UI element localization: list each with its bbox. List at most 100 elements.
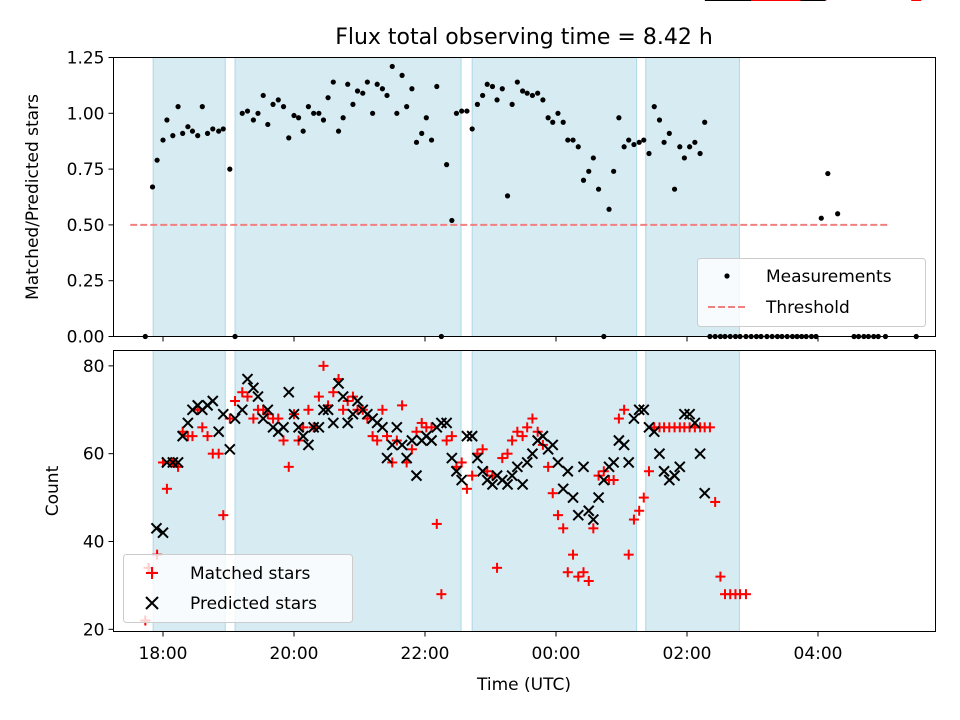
predicted-star-point — [167, 456, 179, 469]
matched-star-point — [704, 422, 715, 433]
predicted-star-point — [668, 469, 681, 482]
measurement-point — [661, 139, 667, 145]
measurement-point — [646, 150, 652, 157]
y-tick-label: 1.00 — [67, 104, 105, 124]
measurements-legend-marker — [724, 273, 730, 279]
matched-star-point — [628, 514, 639, 525]
predicted-star-point — [391, 421, 403, 434]
y-tick-label: 0.50 — [67, 216, 105, 236]
count-legend-box — [123, 554, 353, 623]
measurement-point — [175, 104, 181, 110]
predicted-star-point — [337, 390, 349, 403]
measurement-point — [340, 115, 346, 121]
matched-star-point — [644, 466, 655, 477]
measurement-point — [255, 110, 261, 116]
predicted-star-point — [689, 417, 701, 429]
matched-star-point — [313, 391, 324, 402]
observing-span — [472, 57, 637, 337]
predicted-star-point — [425, 434, 438, 447]
matched-star-point — [619, 404, 630, 415]
measurement-point — [384, 92, 390, 99]
measurement-point — [586, 168, 592, 174]
ratio-y-ticks: 0.00 0.25 0.50 0.75 1.00 1.25 — [67, 49, 114, 348]
predicted-star-point — [217, 408, 229, 420]
measurement-point — [399, 72, 405, 78]
y-tick-label: 60 — [83, 445, 105, 465]
y-tick-label: 40 — [83, 532, 105, 552]
measurement-point — [379, 86, 386, 92]
matched-star-point — [242, 391, 253, 402]
measurement-point — [154, 157, 160, 163]
predicted-star-point — [471, 452, 484, 464]
measurement-point — [149, 184, 156, 190]
predicted-star-point — [622, 456, 635, 469]
measurement-point — [394, 110, 400, 116]
measurement-point — [210, 126, 216, 132]
matched-star-point — [303, 404, 314, 415]
predicted-star-point — [476, 465, 489, 477]
measurement-point — [621, 144, 627, 150]
ratio-legend-box — [697, 258, 926, 327]
measurement-point — [702, 119, 708, 125]
measurement-point — [419, 130, 425, 136]
predicted-star-point — [317, 404, 330, 416]
x-tick-label: 22:00 — [401, 644, 450, 664]
measurement-point — [616, 115, 622, 121]
predicted-star-point — [516, 478, 529, 491]
measurement-point — [300, 128, 306, 134]
predicted-star-point — [262, 404, 274, 416]
predicted-star-point — [224, 443, 236, 455]
ratio-x-ticks — [162, 336, 819, 342]
predicted-star-point — [618, 439, 630, 451]
measurement-point — [484, 81, 490, 87]
matched-star-point — [492, 562, 503, 573]
matched-star-point — [467, 470, 478, 481]
measurement-point — [474, 101, 480, 107]
predicted-stars-legend-marker — [145, 596, 159, 610]
measurement-point — [626, 137, 632, 143]
x-tick-label: 04:00 — [794, 644, 843, 664]
measurement-point — [316, 110, 322, 116]
matched-star-point — [477, 444, 488, 455]
matched-star-point — [710, 496, 721, 507]
predicted-star-point — [342, 417, 354, 429]
predicted-star-point — [400, 452, 413, 464]
matched-star-point — [426, 422, 437, 433]
measurement-point — [540, 97, 546, 103]
measurement-point — [687, 144, 693, 150]
predicted-star-point — [466, 430, 478, 442]
measurement-point — [295, 115, 302, 121]
y-tick-label: 0.75 — [67, 160, 105, 180]
matched-star-point — [273, 413, 284, 424]
measurement-point — [404, 104, 410, 110]
measurement-point — [545, 115, 551, 121]
measurement-point — [550, 119, 556, 125]
measurement-point — [220, 126, 226, 132]
matched-star-point — [740, 589, 751, 600]
predicted-star-point — [283, 386, 295, 398]
matched-star-point — [382, 431, 393, 442]
measurement-point — [692, 139, 698, 145]
measurement-point — [413, 139, 420, 145]
matched-star-point — [613, 413, 624, 424]
matched-star-point — [547, 488, 558, 499]
predicted-star-point — [506, 469, 518, 482]
predicted-star-point — [455, 474, 468, 486]
predicted-star-point — [302, 439, 315, 451]
predicted-star-point — [638, 404, 650, 416]
predicted-star-point — [313, 421, 325, 434]
ratio-panel-frame — [113, 57, 936, 337]
matched-star-point — [527, 413, 538, 424]
measurement-point — [354, 88, 361, 94]
measurement-point — [275, 97, 281, 103]
matched-star-point — [446, 431, 457, 442]
x-tick-label: 02:00 — [663, 644, 712, 664]
predicted-star-point — [678, 408, 691, 420]
y-tick-label: 0.25 — [67, 272, 105, 292]
predicted-star-point — [461, 430, 473, 442]
matched-star-point — [230, 395, 241, 406]
measurement-point — [423, 115, 429, 121]
matched-star-point — [543, 461, 554, 472]
y-tick-label: 80 — [83, 357, 105, 377]
